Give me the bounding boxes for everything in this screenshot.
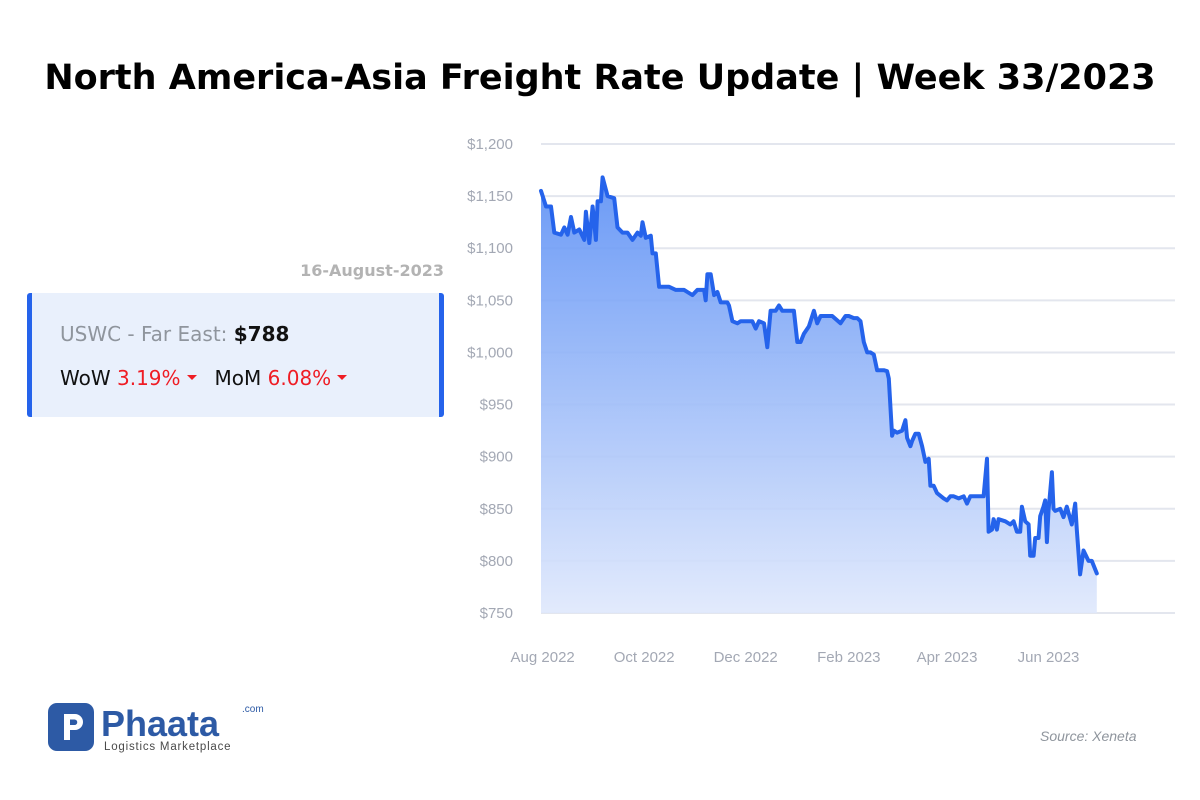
info-date: 16-August-2023 [300,261,444,280]
mom-down-caret-icon [337,375,348,380]
p-letter-logo-icon [48,703,94,751]
y-tick-label: $850 [480,501,513,518]
y-tick-label: $1,100 [467,240,513,257]
mom-label: MoM [214,366,262,390]
phaata-logo: Phaata .com Logistics Marketplace [48,703,264,753]
x-tick-label: Aug 2022 [511,649,575,666]
change-line: WoW 3.19% MoM 6.08% [60,366,365,390]
source-note: Source: Xeneta [1040,728,1137,744]
y-axis: $750 $800 $850 $900 $950 $1,000 $1,050 $1,100 $1… [467,136,513,622]
wow-value: 3.19% [116,366,181,390]
y-tick-label: $750 [480,605,513,622]
y-tick-label: $1,150 [467,188,513,205]
current-price: $788 [233,322,290,346]
rate-line [539,175,1099,577]
logo-domain: .com [242,704,264,715]
rate-summary-card: USWC - Far East: $788 WoW 3.19% MoM 6.08% [27,293,444,417]
x-axis: Aug 2022 Oct 2022 Dec 2022 Feb 2023 Apr 2023… [511,649,1080,666]
rate-area-fill [541,177,1097,613]
x-tick-label: Apr 2023 [917,649,978,666]
y-tick-label: $950 [480,397,513,414]
route-line: USWC - Far East: $788 [60,322,289,346]
y-tick-label: $1,000 [467,344,513,361]
logo-name: Phaata [101,703,220,744]
page-title: North America-Asia Freight Rate Update |… [44,58,1156,98]
y-tick-label: $1,050 [467,292,513,309]
y-tick-label: $1,200 [467,136,513,153]
route-label: USWC - Far East: [60,322,228,346]
y-tick-label: $800 [480,553,513,570]
wow-label: WoW [60,366,111,390]
x-tick-label: Oct 2022 [614,649,675,666]
y-tick-label: $900 [480,449,513,466]
x-tick-label: Jun 2023 [1018,649,1080,666]
logo-tagline: Logistics Marketplace [104,741,231,753]
wow-down-caret-icon [186,375,197,380]
x-tick-label: Feb 2023 [817,649,880,666]
mom-value: 6.08% [267,366,332,390]
x-tick-label: Dec 2022 [714,649,778,666]
